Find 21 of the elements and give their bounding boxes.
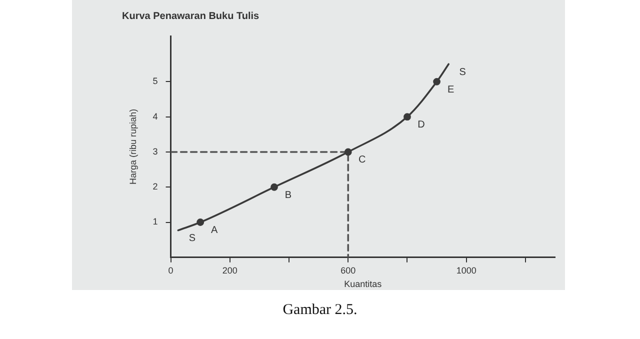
- y-tick-label: 5: [152, 76, 158, 86]
- chart-title: Kurva Penawaran Buku Tulis: [122, 10, 260, 22]
- annotation: A: [211, 225, 218, 236]
- y-tick-label: 3: [152, 146, 158, 156]
- annotation: B: [284, 190, 292, 201]
- annotation: S: [188, 233, 196, 244]
- annotation: E: [447, 84, 454, 96]
- x-tick-label: 200: [222, 265, 238, 276]
- y-axis-title: Harga (ribu rupiah): [128, 108, 138, 184]
- annotation: C: [358, 154, 366, 166]
- annotation: S: [459, 66, 466, 78]
- y-tick-label: 2: [152, 182, 158, 192]
- x-tick-label: 0: [168, 265, 174, 276]
- x-tick-label: 600: [340, 265, 356, 276]
- y-tick-label: 1: [152, 216, 158, 227]
- x-tick-label: 1000: [456, 265, 476, 276]
- text: Gambar 2.5.: [282, 302, 358, 319]
- annotation: D: [418, 120, 425, 131]
- line-series: [177, 63, 450, 232]
- y-tick-label: 4: [152, 111, 158, 122]
- x-axis-title: Kuantitas: [344, 279, 382, 290]
